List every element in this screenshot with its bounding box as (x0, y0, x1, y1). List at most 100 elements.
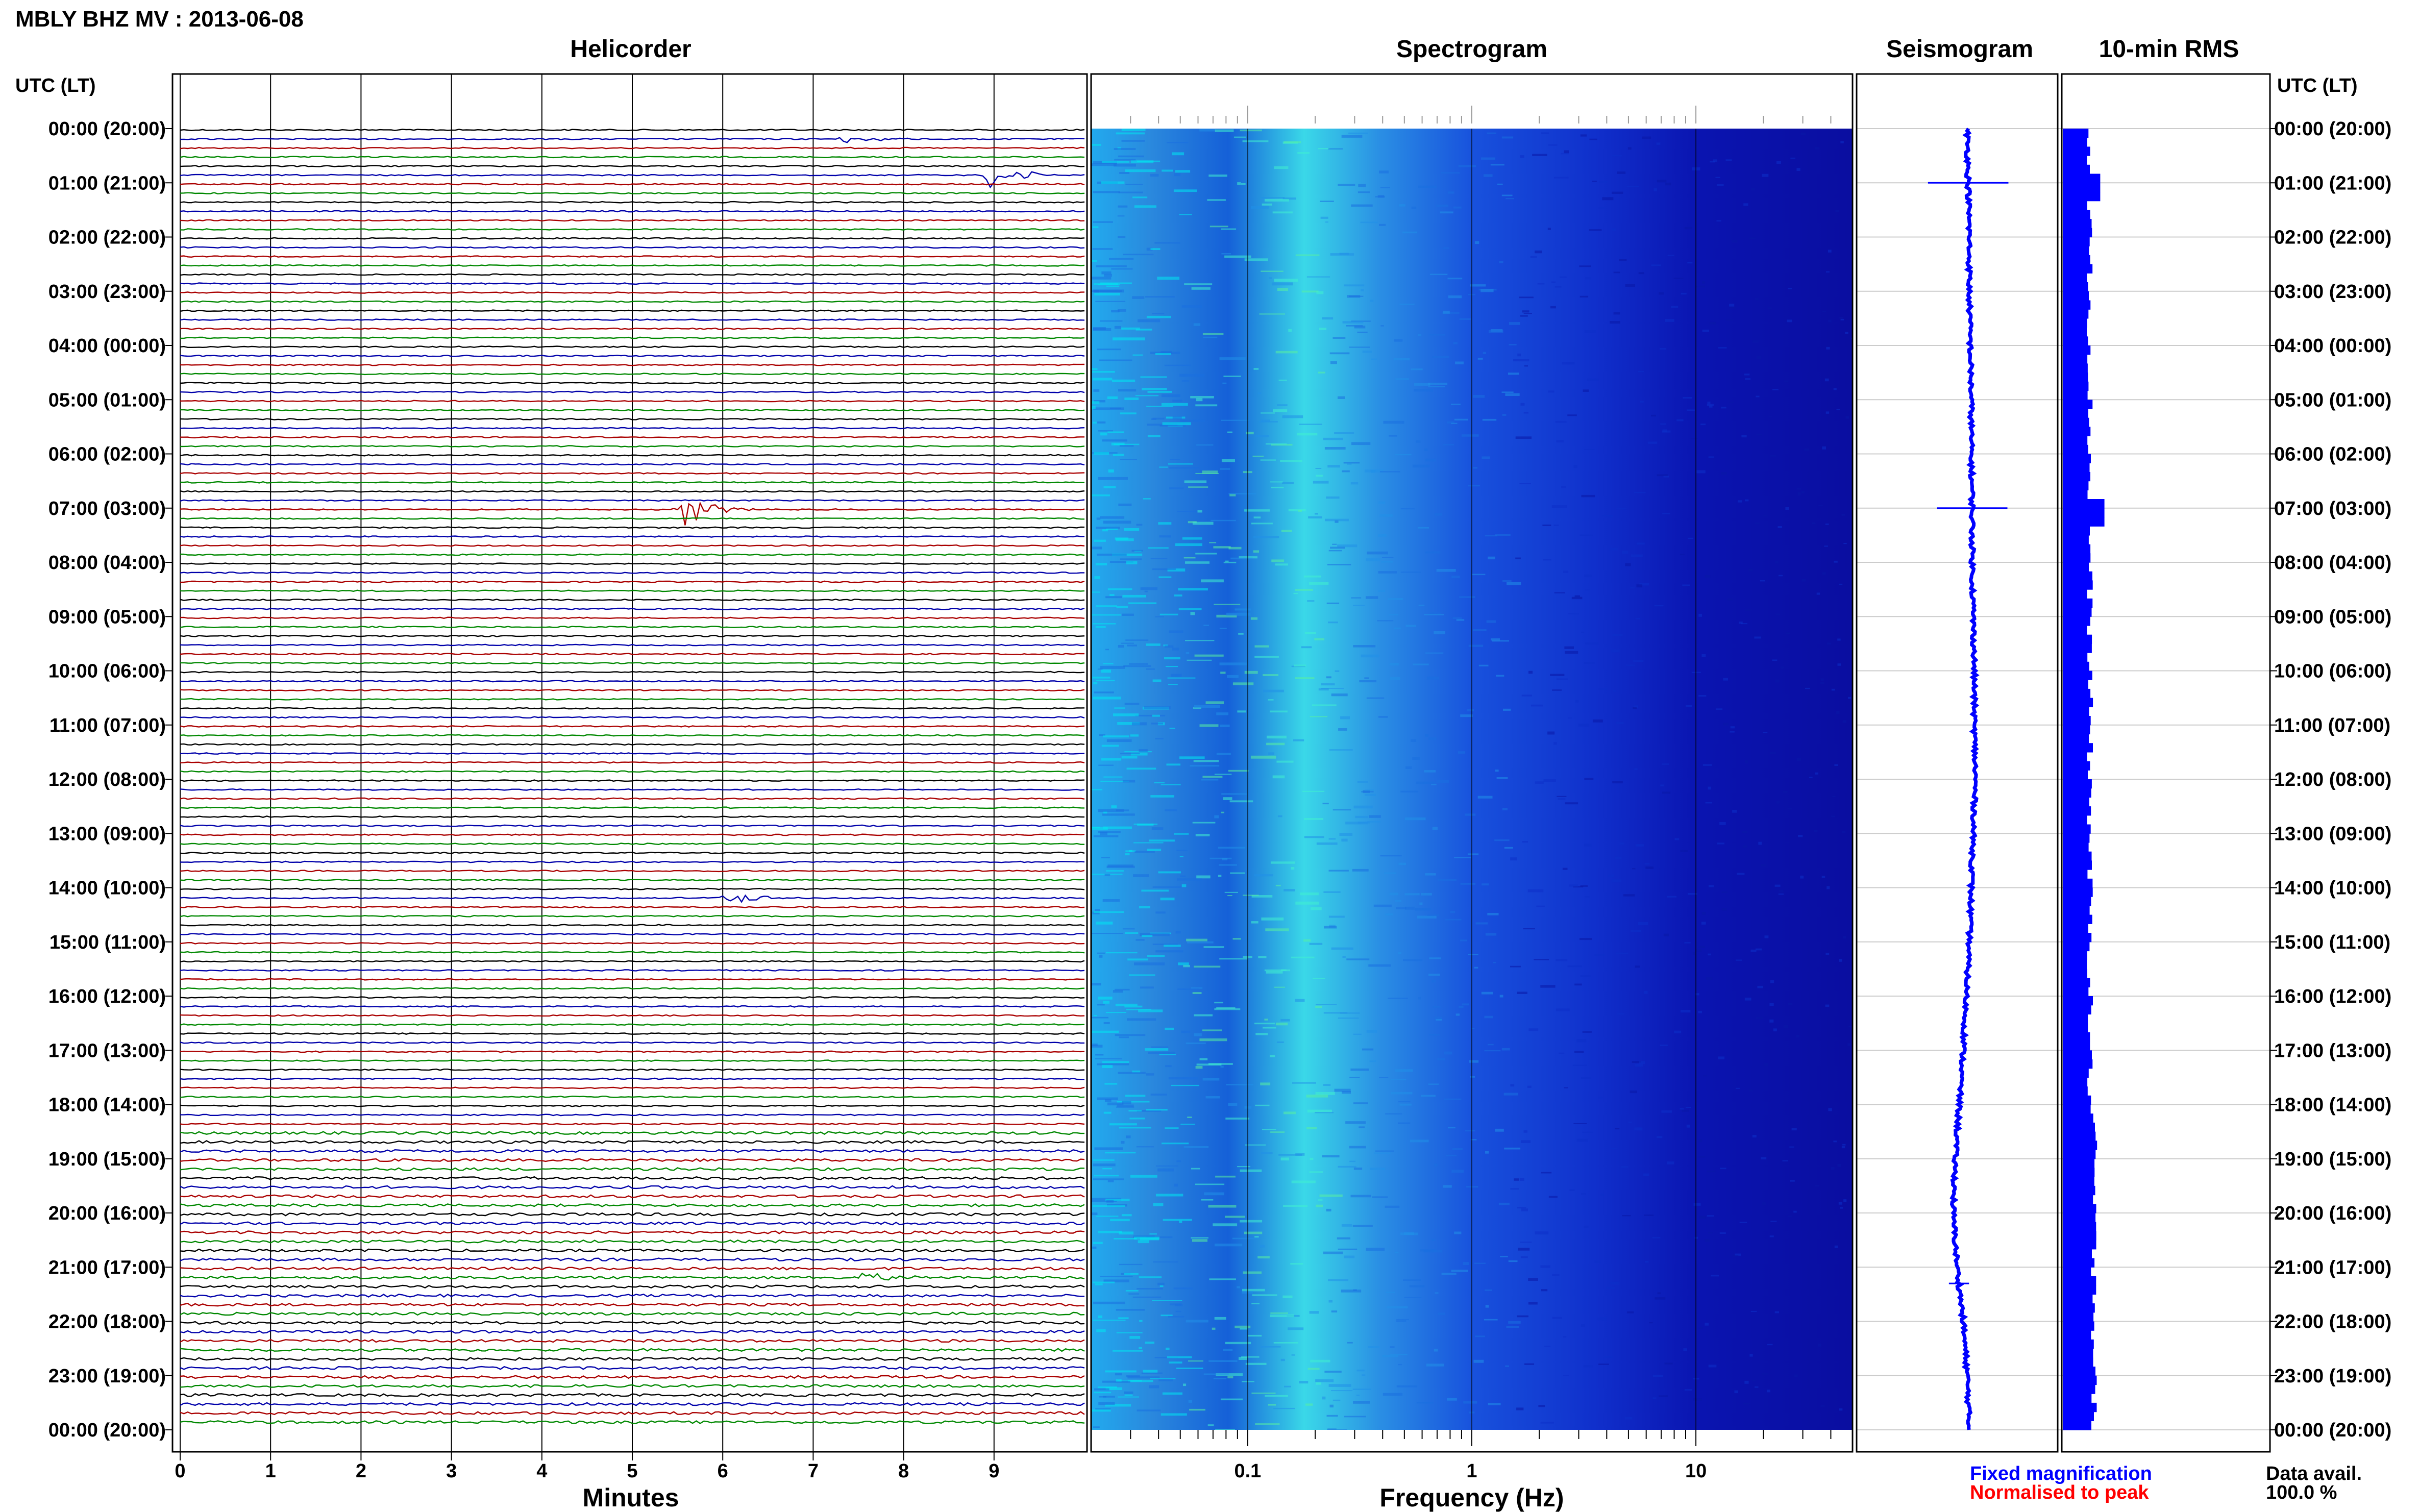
spectrogram-cell (1152, 944, 1178, 945)
spectrogram-cell (1491, 638, 1500, 641)
spectrogram-cell (1169, 630, 1183, 633)
spectrogram-cell (1366, 697, 1385, 699)
helicorder-trace (180, 454, 1085, 457)
spectrogram-cell (1749, 1354, 1753, 1357)
spectrogram-cell (1095, 1283, 1103, 1285)
spectrogram-cell (1095, 563, 1107, 565)
spectrogram-cell (1096, 680, 1115, 682)
spectrogram-cell (1403, 1279, 1421, 1281)
spectrogram-cell (1228, 547, 1242, 550)
spectrogram-cell (1395, 1069, 1413, 1072)
spectrogram-cell (1266, 971, 1283, 974)
spectrogram-cell (1522, 310, 1529, 313)
spectrogram-cell (1162, 169, 1173, 172)
spectrogram-cell (1221, 793, 1247, 795)
spectrogram-cell (1698, 1139, 1702, 1143)
spectrogram-cell (1790, 157, 1795, 159)
spectrogram-cell (1543, 559, 1551, 561)
spectrogram-cell (1682, 1109, 1689, 1112)
spectrogram-cell (1659, 292, 1664, 295)
spectrogram-cell (1113, 1350, 1143, 1352)
spectrogram-cell (1122, 1101, 1131, 1104)
spectrogram-cell (1098, 809, 1124, 812)
spectrogram-cell (1671, 306, 1679, 308)
spectrogram-cell (1630, 1090, 1637, 1094)
spectrogram-cell (1725, 319, 1734, 321)
spectrogram-cell (1205, 701, 1224, 704)
spectrogram-cell (1264, 1019, 1268, 1021)
spectrogram-cell (1684, 942, 1691, 944)
spectrogram-cell (1143, 1370, 1158, 1373)
spectrogram-cell (1100, 832, 1107, 835)
spectrogram-cell (1398, 1122, 1411, 1124)
spectrogram-cell (1368, 1346, 1379, 1348)
spectrogram-cell (1822, 446, 1826, 450)
rms-bar (2063, 1258, 2095, 1268)
rms-bar (2063, 1050, 2092, 1060)
spectrogram-cell (1389, 663, 1399, 666)
spectrogram-cell (1824, 378, 1829, 382)
spectrogram-cell (1301, 646, 1312, 649)
spectrogram-cell (1611, 649, 1620, 653)
spectrogram-cell (1195, 1066, 1203, 1069)
spectrogram-cell (1757, 985, 1763, 988)
spectrogram-cell (1769, 1019, 1774, 1023)
spectrogram-cell (1565, 802, 1578, 805)
spectrogram-cell (1349, 346, 1370, 348)
spectrogram-cell (1475, 1335, 1485, 1337)
helicorder-trace (180, 1140, 1085, 1144)
spectrogram-cell (1091, 1201, 1117, 1202)
spectrogram-cell (1255, 1033, 1268, 1035)
spectrogram-cell (1484, 1319, 1498, 1321)
spectrogram-cell (1573, 465, 1577, 468)
spectrogram-cell (1589, 229, 1602, 231)
spectrogram-cell (1219, 864, 1237, 866)
rms-bar (2063, 463, 2090, 473)
spectrogram-cell (1318, 371, 1325, 374)
spectrogram-cell (1788, 1003, 1793, 1005)
spectrogram-cell (1613, 312, 1620, 315)
rms-bar (2063, 129, 2089, 138)
spectrogram-cell (1402, 231, 1417, 234)
spectrogram-cell (1492, 640, 1509, 642)
spectrogram-cell (1756, 356, 1761, 359)
spectrogram-cell (1705, 1239, 1710, 1242)
spectrogram-cell (1840, 318, 1844, 320)
spectrogram-cell (1304, 818, 1323, 820)
spectrogram-cell (1482, 456, 1490, 459)
spectrogram-cell (1362, 351, 1372, 353)
spectrogram-cell (1745, 378, 1751, 380)
spectrogram-cell (1488, 1403, 1501, 1405)
spectrogram-cell (1381, 561, 1393, 563)
spectrogram-cell (1703, 1075, 1707, 1077)
rms-bar (2063, 1023, 2088, 1033)
spectrogram-cell (1488, 1044, 1494, 1046)
spectrogram-cell (1319, 1194, 1343, 1197)
spectrogram-cell (1347, 1342, 1353, 1344)
spectrogram-cell (1841, 513, 1845, 516)
spectrogram-cell (1583, 389, 1589, 392)
spectrogram-cell (1227, 675, 1239, 678)
helicorder-trace (180, 969, 1085, 972)
spectrogram-cell (1584, 330, 1596, 333)
rms-bar (2063, 905, 2090, 915)
spectrogram-cell (1155, 616, 1164, 617)
spectrogram-cell (1093, 1426, 1100, 1428)
rms-bar (2063, 1312, 2094, 1322)
spectrogram-cell (1564, 150, 1569, 154)
spectrogram-cell (1737, 873, 1745, 875)
spectrogram-cell (1188, 1400, 1192, 1403)
spectrogram-cell (1118, 309, 1126, 312)
spectrogram-cell (1091, 614, 1121, 616)
spectrogram-cell (1099, 734, 1105, 736)
rms-bar (2063, 996, 2093, 1006)
spectrogram-cell (1141, 889, 1169, 892)
spectrogram-cell (1094, 452, 1109, 455)
spectrogram-cell (1643, 990, 1648, 994)
spectrogram-cell (1098, 997, 1113, 1000)
time-label-left: 16:00 (12:00) (48, 986, 166, 1007)
spectrogram-cell (1696, 949, 1702, 952)
time-label-left: 08:00 (04:00) (48, 552, 166, 574)
spectrogram-cell (1372, 1196, 1388, 1198)
spectrogram-cell (1162, 1143, 1189, 1145)
